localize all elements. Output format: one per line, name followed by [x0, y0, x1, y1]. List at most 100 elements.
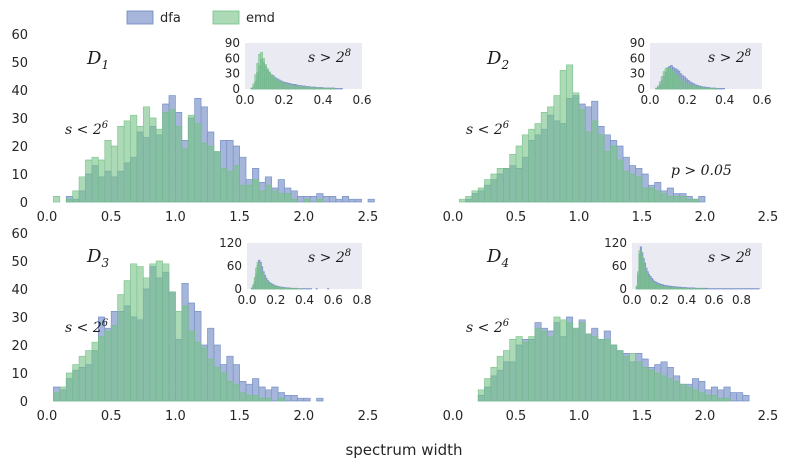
panel-d4-inset-ytick-label: 120: [604, 236, 627, 250]
panel-d4-bar-emd: [591, 336, 598, 401]
panel-d3-bar-dfa: [233, 364, 240, 401]
panel-d2-bar-emd: [642, 188, 649, 202]
panel-d1-inset-bar-emd: [272, 76, 275, 89]
panel-d1-bar-emd: [290, 199, 298, 202]
panel-d3-inset-bar-emd: [254, 277, 256, 289]
panel-d2-bar-emd: [560, 70, 567, 203]
panel-d4-bar-emd: [673, 381, 680, 401]
panel-d1-inset-bar-emd: [254, 74, 257, 89]
panel-d1-inset-bar-emd: [285, 84, 288, 89]
panel-d2-bar-emd: [667, 196, 674, 202]
panel-d3-inset-xtick-label: 0.2: [266, 293, 285, 307]
panel-d4-bar-emd: [686, 387, 693, 401]
panel-d4-bar-dfa: [742, 395, 750, 401]
panel-d2-inset-bar-emd: [702, 87, 705, 89]
panel-d1-bar-dfa: [310, 196, 317, 202]
panel-d3-inset-bar-emd: [252, 284, 255, 289]
x-axis-label: spectrum width: [345, 441, 462, 459]
panel-d3-xtick-label: 1.5: [229, 409, 250, 424]
panel-d4-bar-emd: [585, 333, 592, 401]
panel-d4-xtick-label: 0.0: [443, 409, 464, 424]
panel-d1-inset-bar-emd: [309, 87, 312, 89]
panel-d1-bar-emd: [226, 171, 234, 202]
panel-d3-inset-bar-emd: [272, 285, 275, 289]
panel-d3-bar-emd: [59, 387, 67, 401]
panel-d1-bar-emd: [284, 193, 291, 202]
panel-d1-bar-emd: [265, 185, 272, 202]
panel-d1-bar-dfa: [239, 157, 247, 202]
panel-d1-xtick-label: 0.5: [101, 210, 122, 225]
panel-d1-inset-bar-emd: [291, 85, 294, 89]
panel-d3-ytick-label: 40: [11, 283, 28, 298]
panel-d4-inset-bar-dfa: [705, 288, 708, 289]
panel-d4-bar-emd: [679, 384, 687, 401]
panel-d1-inset-bar-emd: [321, 87, 323, 89]
panel-d1-inset-bar-emd: [276, 80, 279, 89]
panel-d2-bar-emd: [692, 199, 699, 202]
panel-d3-ytick-label: 20: [11, 339, 28, 354]
panel-d3-bar-emd: [156, 261, 163, 401]
panel-d1-ytick-label: 20: [11, 140, 28, 155]
panel-d2-inset-xtick-label: 0.6: [752, 93, 771, 107]
panel-d3-bar-dfa: [226, 356, 234, 401]
panel-d1-xtick-label: 1.0: [165, 210, 186, 225]
panel-d4-bar-emd: [705, 395, 712, 401]
panel-d4-bar-emd: [572, 328, 579, 401]
panel-d1-inset-bar-emd: [258, 54, 261, 89]
panel-d3-xtick-label: 2.5: [358, 409, 379, 424]
legend: dfa emd: [126, 10, 275, 26]
panel-d4-bar-emd: [516, 336, 523, 401]
panel-d2-inset-bar-emd: [668, 68, 671, 89]
panel-d4-bar-dfa: [723, 387, 731, 401]
panel-d4-inset-bar-emd: [647, 275, 649, 289]
panel-d3-ytick-label: 50: [11, 255, 28, 270]
panel-d2-bar-emd: [572, 92, 579, 202]
panel-d2-bar-emd: [516, 146, 523, 202]
panel-d2-inset-bar-emd: [683, 81, 686, 89]
panel-d4-bar-emd: [723, 398, 731, 401]
panel-d1-outline-emd: [53, 106, 324, 203]
panel-d3-bar-emd: [104, 331, 112, 401]
panel-d4-bar-emd: [711, 395, 718, 401]
panel-d1-inset-bar-emd: [287, 84, 290, 89]
panel-d2-inset-bar-emd: [704, 87, 706, 89]
panel-d3-inset-bar-emd: [282, 287, 285, 289]
panel-d2-inset-bar-emd: [692, 85, 695, 89]
panel-d2-bar-emd: [503, 168, 510, 202]
panel-d3-bar-emd: [79, 356, 86, 401]
panel-d2-bar-emd: [591, 120, 598, 202]
panel-d1-bar-emd: [130, 115, 137, 202]
panel-d4-inset-ytick-label: 60: [612, 259, 627, 273]
panel-d3-bar-emd: [91, 342, 99, 401]
panel-d2-bar-emd: [509, 154, 516, 202]
panel-d3-bar-emd: [143, 277, 150, 401]
panel-d1-inset-bar-emd: [270, 74, 273, 89]
panel-d4-inset-bar-emd: [660, 285, 663, 289]
panel-d4-bar-emd: [597, 339, 605, 401]
panel-d4-inset-bar-emd: [636, 285, 638, 289]
panel-d2-bar-emd: [604, 151, 611, 202]
panel-d2-outline-emd: [458, 64, 700, 203]
panel-d2-inset-bar-emd: [659, 81, 662, 89]
panel-d2-bar-emd: [471, 190, 479, 202]
panel-d4-inset-bar-emd: [673, 287, 675, 289]
panel-d3-ytick-label: 60: [11, 227, 28, 242]
panel-d2-bar-emd: [465, 196, 472, 202]
panel-d4-bar-emd: [503, 350, 510, 401]
panel-d1-bar-emd: [175, 126, 182, 202]
panel-d3-bar-emd: [246, 395, 253, 401]
panel-d2-inset-bar-emd: [694, 86, 697, 89]
panel-d2-bar-emd: [553, 95, 561, 202]
panel-d2-bar-emd: [490, 174, 498, 202]
legend-swatch-emd: [212, 10, 240, 25]
panel-d2-bar-emd: [629, 174, 636, 202]
panel-d2-annotation-lt: s < 26: [466, 120, 510, 138]
panel-d2-inset-ytick-label: 30: [630, 67, 645, 81]
panel-d4-inset-xtick-label: 0.2: [650, 293, 669, 307]
panel-d1-annotation-lt: s < 26: [65, 120, 109, 138]
panel-d3-inset-bar-emd: [271, 285, 273, 289]
panel-d4-inset-bar-emd: [648, 277, 650, 289]
panel-d2-bar-dfa: [667, 188, 674, 202]
